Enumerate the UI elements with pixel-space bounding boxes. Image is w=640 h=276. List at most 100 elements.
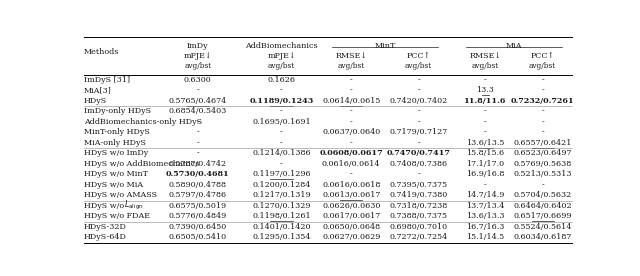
Text: $L_{\mathrm{align}}$: $L_{\mathrm{align}}$ [124,199,144,213]
Text: -: - [350,118,353,126]
Text: -: - [280,139,283,147]
Text: -: - [196,139,199,147]
Text: -: - [417,86,420,94]
Text: 0.7388/0.7375: 0.7388/0.7375 [390,212,447,220]
Text: AddBiomechanics: AddBiomechanics [245,42,318,50]
Text: -: - [484,107,486,115]
Text: 0.0614/0.0615: 0.0614/0.0615 [322,97,380,105]
Text: 0.1198/0.1261: 0.1198/0.1261 [252,212,311,220]
Text: 0.0650/0.0648: 0.0650/0.0648 [322,223,380,231]
Text: RMSE↓: RMSE↓ [469,52,501,60]
Text: 0.7272/0.7254: 0.7272/0.7254 [390,233,448,241]
Text: -: - [350,107,353,115]
Text: HDyS-32D: HDyS-32D [84,223,127,231]
Text: 0.1217/0.1319: 0.1217/0.1319 [252,191,311,199]
Text: MiA-only HDyS: MiA-only HDyS [84,139,146,147]
Text: 0.7390/0.6450: 0.7390/0.6450 [169,223,227,231]
Text: 15.8/15.6: 15.8/15.6 [467,149,504,157]
Text: -: - [541,86,544,94]
Text: 0.1200/0.1284: 0.1200/0.1284 [252,181,310,189]
Text: 0.6575/0.5019: 0.6575/0.5019 [169,202,227,210]
Text: -: - [484,118,486,126]
Text: 0.5769/0.5638: 0.5769/0.5638 [513,160,572,168]
Text: -: - [484,128,486,136]
Text: 0.5776/0.4849: 0.5776/0.4849 [169,212,227,220]
Text: mPJE↓: mPJE↓ [267,52,296,60]
Text: -: - [280,160,283,168]
Text: HDyS w/o: HDyS w/o [84,202,127,210]
Text: -: - [417,118,420,126]
Text: 0.7395/0.7375: 0.7395/0.7375 [390,181,448,189]
Text: 0.0616/0.0614: 0.0616/0.0614 [322,160,381,168]
Text: 16.7/16.3: 16.7/16.3 [466,223,504,231]
Text: -: - [196,86,199,94]
Text: -: - [350,76,353,84]
Text: -: - [417,170,420,178]
Text: 13.3: 13.3 [476,86,494,94]
Text: -: - [196,128,199,136]
Text: MiA: MiA [506,42,522,50]
Text: 0.7408/0.7386: 0.7408/0.7386 [390,160,448,168]
Text: 0.5704/0.5632: 0.5704/0.5632 [513,191,572,199]
Text: 0.7419/0.7380: 0.7419/0.7380 [390,191,448,199]
Text: 0.6517/0.6699: 0.6517/0.6699 [513,212,572,220]
Text: 0.1270/0.1329: 0.1270/0.1329 [252,202,311,210]
Text: 0.6464/0.6402: 0.6464/0.6402 [513,202,572,210]
Text: -: - [350,139,353,147]
Text: -: - [541,181,544,189]
Text: 0.1197/0.1296: 0.1197/0.1296 [252,170,311,178]
Text: 0.0616/0.0618: 0.0616/0.0618 [322,181,380,189]
Text: HDyS w/o MinT: HDyS w/o MinT [84,170,148,178]
Text: -: - [541,118,544,126]
Text: HDyS w/o AMASS: HDyS w/o AMASS [84,191,157,199]
Text: 0.5765/0.4674: 0.5765/0.4674 [169,97,227,105]
Text: ImDy: ImDy [187,42,209,50]
Text: -: - [280,128,283,136]
Text: avg/bst: avg/bst [405,62,432,70]
Text: -: - [484,76,486,84]
Text: 0.1189/0.1243: 0.1189/0.1243 [250,97,314,105]
Text: -: - [417,139,420,147]
Text: -: - [280,86,283,94]
Text: 0.5797/0.4786: 0.5797/0.4786 [169,191,227,199]
Text: 0.7420/0.7402: 0.7420/0.7402 [390,97,448,105]
Text: 11.8/11.6: 11.8/11.6 [464,97,506,105]
Text: 13.6/13.3: 13.6/13.3 [466,212,504,220]
Text: 14.7/14.9: 14.7/14.9 [466,191,504,199]
Text: avg/bst: avg/bst [529,62,556,70]
Text: 13.7/13.4: 13.7/13.4 [466,202,504,210]
Text: avg/bst: avg/bst [184,62,211,70]
Text: 0.5890/0.4788: 0.5890/0.4788 [169,181,227,189]
Text: mPJE↓: mPJE↓ [184,52,212,60]
Text: PCC↑: PCC↑ [406,52,431,60]
Text: 0.0613/0.0617: 0.0613/0.0617 [322,191,380,199]
Text: -: - [484,181,486,189]
Text: -: - [417,107,420,115]
Text: 0.6980/0.7010: 0.6980/0.7010 [390,223,448,231]
Text: 0.6523/0.6497: 0.6523/0.6497 [513,149,572,157]
Text: -: - [541,107,544,115]
Text: HDyS w/o ImDy: HDyS w/o ImDy [84,149,148,157]
Text: 0.1214/0.1386: 0.1214/0.1386 [252,149,311,157]
Text: avg/bst: avg/bst [472,62,499,70]
Text: 0.5213/0.5313: 0.5213/0.5313 [513,170,572,178]
Text: 0.1626: 0.1626 [268,76,296,84]
Text: 0.1295/0.1354: 0.1295/0.1354 [252,233,311,241]
Text: -: - [350,170,353,178]
Text: 0.7318/0.7238: 0.7318/0.7238 [390,202,448,210]
Text: -: - [196,118,199,126]
Text: -: - [541,76,544,84]
Text: 0.0627/0.0629: 0.0627/0.0629 [322,233,380,241]
Text: avg/bst: avg/bst [268,62,295,70]
Text: 0.0626/0.0630: 0.0626/0.0630 [322,202,380,210]
Text: 13.6/13.5: 13.6/13.5 [466,139,504,147]
Text: -: - [417,76,420,84]
Text: 16.9/16.8: 16.9/16.8 [466,170,504,178]
Text: MinT: MinT [374,42,396,50]
Text: MinT-only HDyS: MinT-only HDyS [84,128,150,136]
Text: 0.7179/0.7127: 0.7179/0.7127 [390,128,448,136]
Text: 0.7470/0.7417: 0.7470/0.7417 [387,149,451,157]
Text: 0.6557/0.6421: 0.6557/0.6421 [513,139,572,147]
Text: AddBiomechanics-only HDyS: AddBiomechanics-only HDyS [84,118,202,126]
Text: HDyS: HDyS [84,97,107,105]
